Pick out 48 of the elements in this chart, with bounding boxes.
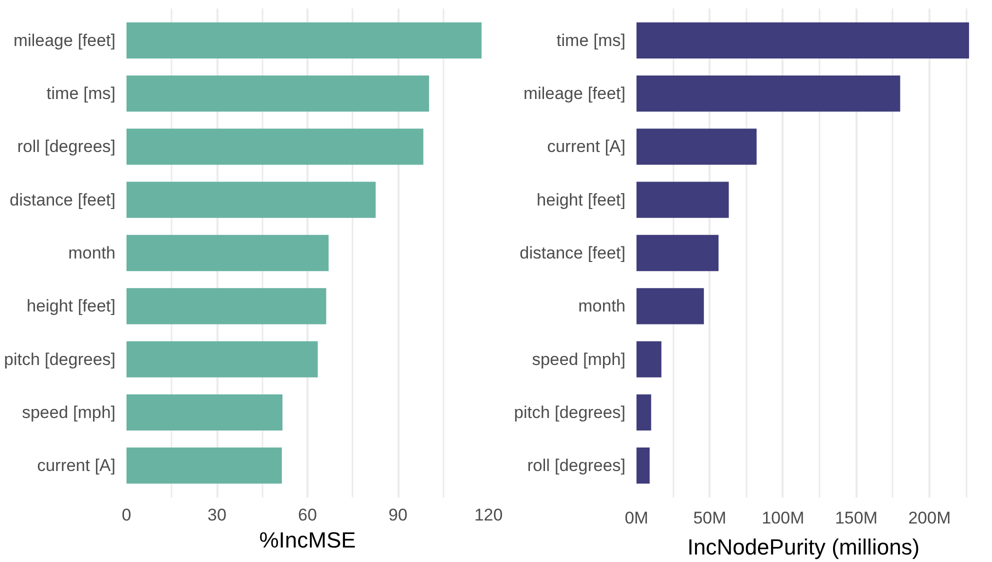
y-tick-label: height [feet]	[26, 296, 116, 316]
x-tick-label: 30	[208, 506, 226, 524]
y-tick-label: pitch [degrees]	[514, 402, 626, 422]
y-tick-label: pitch [degrees]	[4, 350, 116, 369]
bar	[636, 182, 729, 218]
bar	[636, 22, 970, 58]
x-tick-label: 0	[122, 506, 132, 524]
y-tick-label: mileage [feet]	[523, 84, 626, 104]
bar	[636, 128, 757, 165]
x-tick-label: 120	[474, 506, 503, 524]
y-tick-label: speed [mph]	[532, 350, 626, 369]
y-tick-label: roll [degrees]	[17, 137, 116, 156]
y-tick-label: height [feet]	[536, 190, 626, 210]
bar	[636, 448, 650, 484]
x-tick-label: 0M	[624, 508, 648, 528]
x-axis-title: IncNodePurity (millions)	[687, 534, 920, 560]
bar	[126, 75, 430, 112]
y-tick-label: current [A]	[37, 456, 116, 476]
x-tick-label: 60	[298, 506, 317, 524]
y-tick-label: speed [mph]	[22, 402, 116, 422]
y-tick-label: month	[578, 296, 626, 316]
bar	[636, 394, 652, 431]
y-tick-label: month	[68, 244, 116, 262]
bar	[126, 288, 326, 324]
x-tick-label: 100M	[762, 508, 804, 528]
bar	[126, 234, 329, 272]
y-tick-label: distance [feet]	[10, 190, 116, 210]
x-tick-label: 50M	[693, 508, 726, 528]
y-tick-label: time [ms]	[46, 84, 116, 104]
y-tick-label: time [ms]	[556, 30, 626, 50]
x-axis-title: %IncMSE	[259, 528, 356, 552]
x-tick-label: 150M	[834, 508, 878, 528]
bar	[636, 288, 704, 324]
bar	[126, 182, 376, 218]
bar	[126, 128, 424, 165]
bar	[126, 341, 318, 378]
bar	[636, 234, 719, 272]
bar	[126, 22, 482, 58]
bar	[126, 448, 282, 484]
y-tick-label: current [A]	[547, 137, 626, 156]
bar	[126, 394, 282, 431]
y-tick-label: mileage [feet]	[13, 30, 116, 50]
x-tick-label: 90	[388, 506, 408, 524]
bar	[636, 341, 662, 378]
y-tick-label: distance [feet]	[520, 244, 626, 262]
bar	[636, 75, 900, 112]
x-tick-label: 200M	[908, 508, 951, 528]
y-tick-label: roll [degrees]	[527, 456, 626, 476]
